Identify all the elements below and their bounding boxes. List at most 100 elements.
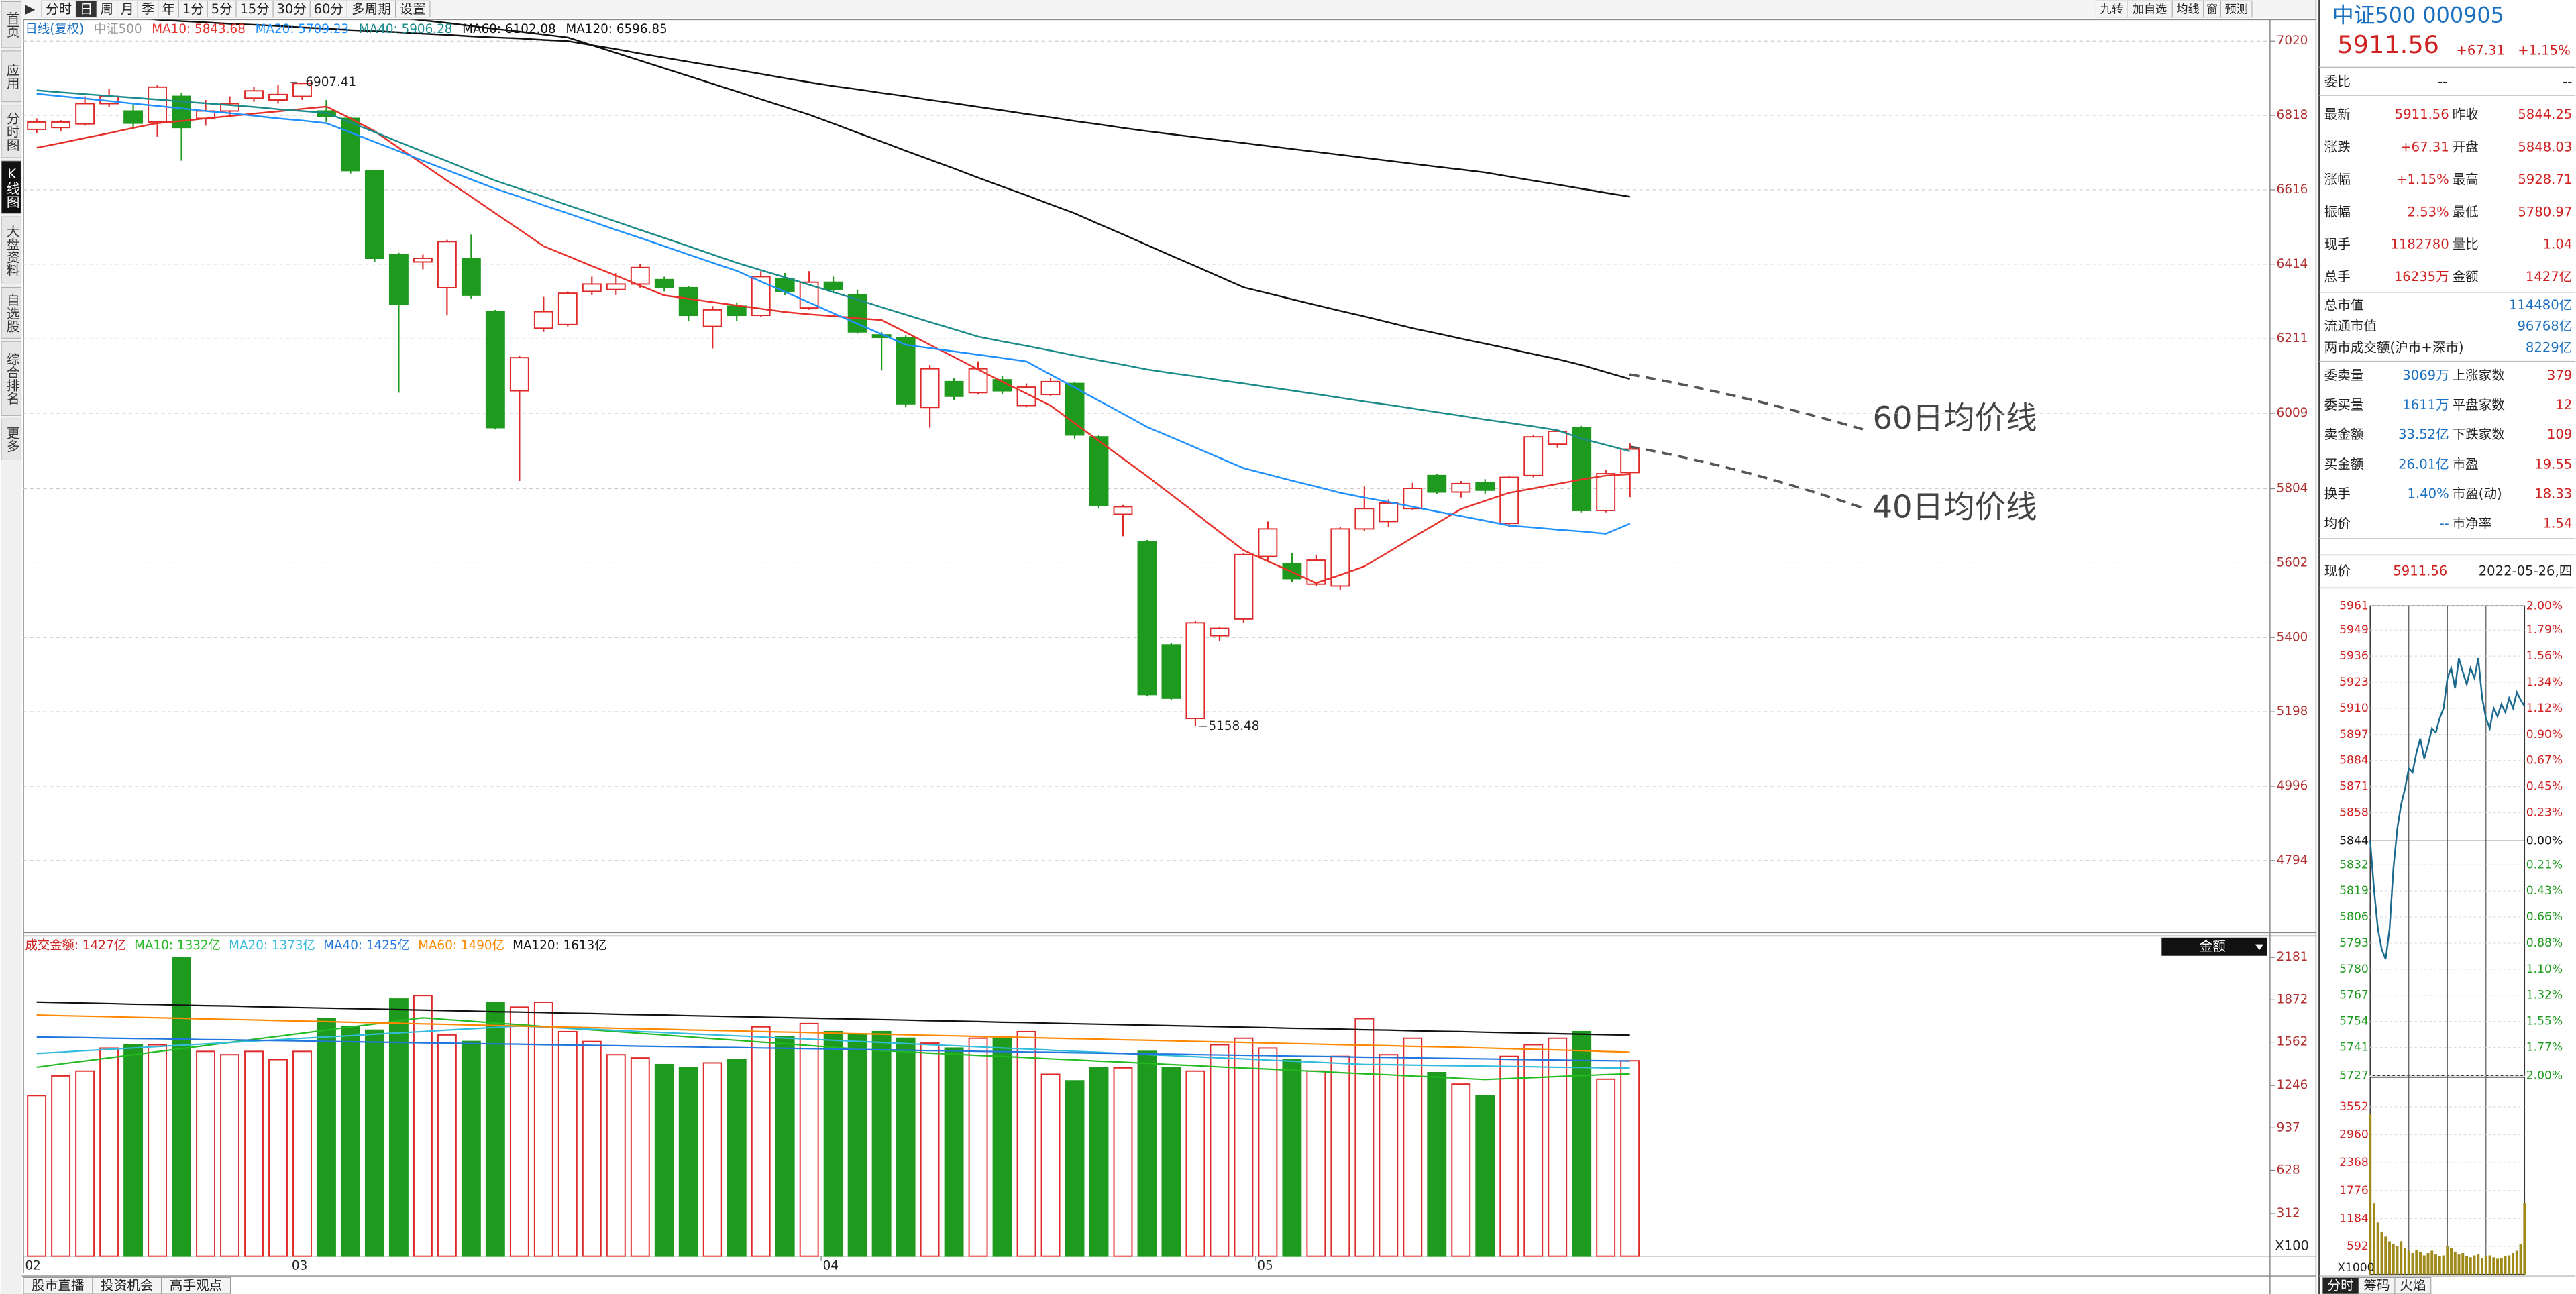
legend-entry: MA40: 5906.28 — [359, 22, 453, 36]
bottom-tab-label[interactable]: 投资机会 — [101, 1277, 153, 1293]
toolbar-label[interactable]: 分时 — [46, 1, 72, 17]
toolbar-button[interactable] — [158, 0, 179, 18]
toolbar-label[interactable]: 预测 — [2225, 3, 2248, 17]
toolbar-label[interactable]: 均线 — [2176, 3, 2199, 17]
toolbar-button[interactable] — [41, 0, 76, 18]
toolbar-label[interactable]: 季 — [142, 1, 155, 17]
candle-body — [727, 305, 747, 317]
y-tick-label: 1246 — [2277, 1078, 2308, 1092]
sidebar-tab-label[interactable]: 应用 — [4, 63, 19, 89]
toolbar-button[interactable] — [235, 0, 274, 18]
volume-bars — [27, 957, 1640, 1257]
intraday-tab[interactable] — [2358, 1277, 2396, 1294]
bottom-tab[interactable] — [161, 1277, 231, 1294]
toolbar-button[interactable] — [96, 0, 118, 18]
toolbar-label[interactable]: 九转 — [2100, 3, 2123, 17]
toolbar-label[interactable]: 设置 — [400, 1, 426, 17]
toolbar-button[interactable] — [2171, 0, 2204, 18]
sidebar-tab-label[interactable]: 分时图 — [4, 111, 19, 151]
toolbar-button[interactable] — [2127, 0, 2173, 18]
sidebar-tab-label[interactable]: 大盘资料 — [4, 224, 19, 276]
intraday-tab-label[interactable]: 火焰 — [2400, 1277, 2426, 1293]
intraday-tab[interactable] — [2394, 1277, 2432, 1294]
toolbar-button[interactable] — [309, 0, 347, 18]
volume-bar — [461, 1040, 481, 1257]
toolbar-label[interactable]: 多周期 — [352, 1, 391, 17]
quote-label: 涨跌 — [2324, 139, 2351, 154]
sidebar-tab[interactable] — [1, 160, 21, 214]
volume-ma-line — [36, 1036, 1630, 1062]
sidebar-tab[interactable] — [1, 216, 21, 284]
toolbar-button[interactable] — [207, 0, 237, 18]
legend-entry: MA60: 6102.08 — [462, 22, 556, 36]
sidebar-tab-label[interactable]: 自选股 — [4, 293, 19, 333]
bottom-tab-label[interactable]: 高手观点 — [170, 1277, 222, 1293]
selector-label[interactable]: 金额 — [2200, 938, 2226, 954]
quote-change-pct: +1.15% — [2518, 42, 2571, 58]
volume-unit: X1000 — [2337, 1261, 2374, 1275]
sidebar-tab[interactable] — [1, 1, 21, 48]
candle-body — [920, 368, 940, 409]
candle-body — [268, 93, 288, 101]
bottom-tab[interactable] — [23, 1277, 93, 1294]
quote-value: 2.53% — [2408, 204, 2449, 219]
toolbar-button[interactable] — [2095, 0, 2128, 18]
sidebar-tab-label[interactable]: 更多 — [4, 426, 19, 452]
toolbar-button[interactable] — [137, 0, 159, 18]
toolbar-label[interactable]: 月 — [121, 1, 134, 17]
toolbar-label[interactable]: 1分 — [182, 1, 204, 17]
intraday-volume-bar — [2481, 1258, 2483, 1275]
sidebar-tab-label[interactable]: 综合排名 — [4, 352, 19, 405]
toolbar-label[interactable]: 周 — [101, 1, 114, 17]
toolbar-button[interactable] — [117, 0, 138, 18]
y-tick-label: 4794 — [2277, 853, 2308, 867]
toolbar-button[interactable] — [2220, 0, 2253, 18]
volume-bar — [944, 1047, 964, 1257]
candle-body — [1065, 382, 1085, 436]
y-tick-label: 5961 — [2339, 599, 2369, 612]
toolbar-label[interactable]: 加自选 — [2133, 3, 2167, 17]
volume-bar — [1620, 1060, 1640, 1257]
sidebar-tab-label[interactable]: 首页 — [4, 11, 19, 38]
y-tick-label: 937 — [2277, 1120, 2300, 1134]
intraday-tab-label[interactable]: 筹码 — [2363, 1277, 2390, 1293]
pct-label: 0.90% — [2526, 728, 2563, 741]
bottom-tab-label[interactable]: 股市直播 — [32, 1277, 85, 1293]
intraday-tab[interactable] — [2322, 1277, 2359, 1294]
candle-body — [582, 283, 602, 292]
sidebar-tab[interactable] — [1, 50, 21, 103]
candle-body — [364, 170, 384, 259]
toolbar-label[interactable]: 5分 — [211, 1, 233, 17]
sidebar-tab[interactable] — [1, 341, 21, 416]
toolbar-button[interactable] — [75, 0, 97, 18]
intraday-volume-bar — [2422, 1255, 2426, 1275]
sidebar-tab[interactable] — [1, 105, 21, 158]
quote-label: 平盘家数 — [2453, 397, 2506, 413]
pct-label: 0.88% — [2526, 936, 2563, 950]
volume-bar — [51, 1075, 71, 1257]
y-tick-label: 1562 — [2277, 1035, 2308, 1049]
toolbar-label[interactable]: 15分 — [239, 1, 270, 17]
toolbar-label[interactable]: 日 — [80, 1, 93, 17]
volume-unit: X100 — [2275, 1238, 2309, 1254]
bottom-tab[interactable] — [92, 1277, 162, 1294]
toolbar-button[interactable] — [346, 0, 396, 18]
toolbar-label[interactable]: 年 — [162, 1, 175, 17]
toolbar-label[interactable]: 30分 — [276, 1, 307, 17]
quote-value: 16235万 — [2394, 269, 2449, 284]
candle-body — [1499, 476, 1519, 525]
sidebar-tab-label[interactable]: K线图 — [4, 166, 19, 208]
toolbar-button[interactable] — [395, 0, 431, 18]
toolbar-arrow[interactable] — [25, 5, 36, 15]
sidebar-tab[interactable] — [1, 418, 21, 460]
toolbar-label[interactable]: 60分 — [314, 1, 344, 17]
quote-label: 下跌家数 — [2453, 427, 2506, 442]
volume-bar — [799, 1022, 819, 1257]
selector-box[interactable] — [2161, 937, 2267, 956]
selector-arrow[interactable] — [2255, 944, 2264, 951]
candle-body — [341, 117, 360, 172]
toolbar-button[interactable] — [178, 0, 208, 18]
toolbar-label[interactable]: 窗 — [2206, 3, 2218, 17]
intraday-tab-label[interactable]: 分时 — [2328, 1277, 2354, 1293]
sidebar-tab[interactable] — [1, 286, 21, 339]
